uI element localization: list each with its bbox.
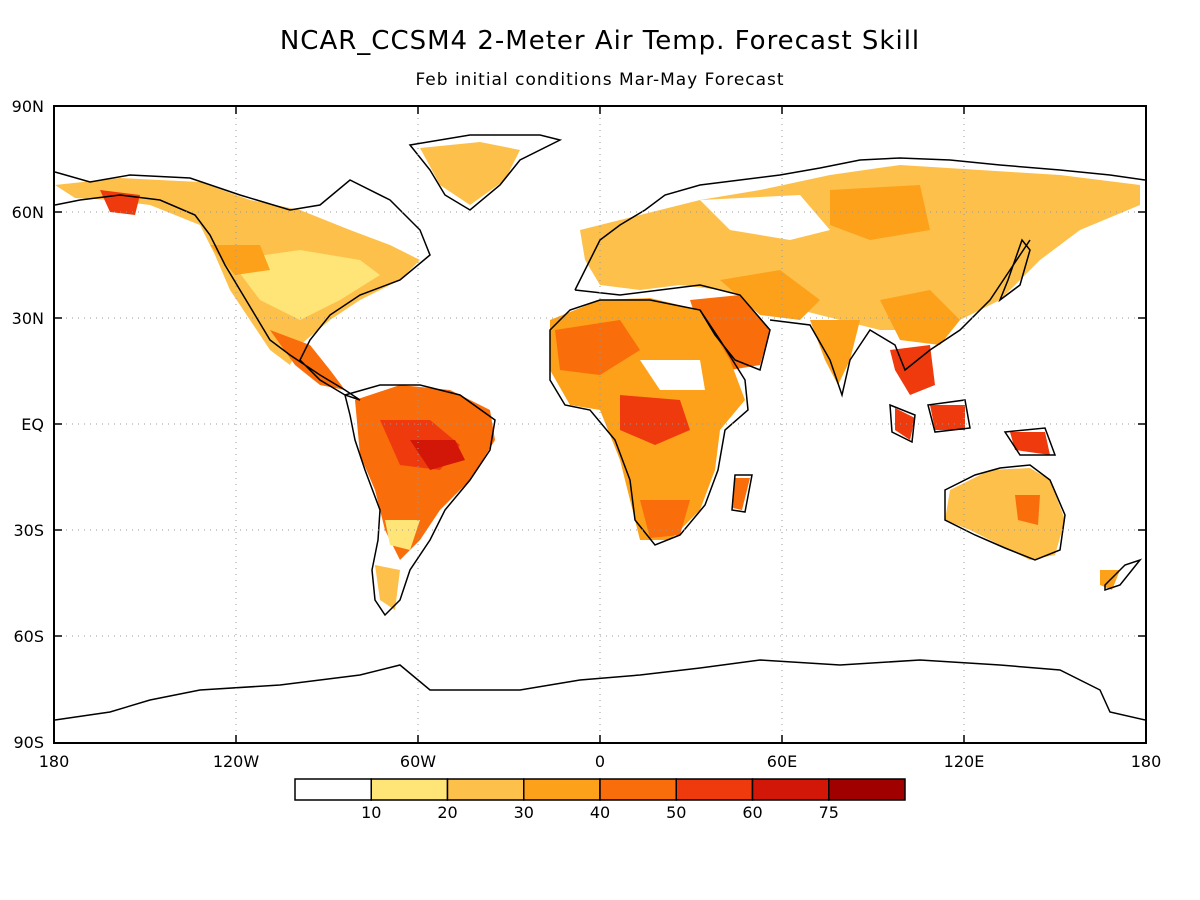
legend-threshold-label: 20 bbox=[437, 803, 457, 822]
lon-label: 60W bbox=[400, 752, 436, 771]
legend-threshold-label: 40 bbox=[590, 803, 610, 822]
legend-threshold-label: 50 bbox=[666, 803, 686, 822]
lon-label: 0 bbox=[595, 752, 605, 771]
skill-shading bbox=[55, 142, 1140, 610]
lon-label: 180 bbox=[39, 752, 70, 771]
legend-threshold-label: 10 bbox=[361, 803, 381, 822]
longitude-labels: 180 120W 60W 0 60E 120E 180 bbox=[39, 752, 1162, 771]
lat-label: 90N bbox=[12, 97, 44, 116]
lat-label: 60N bbox=[12, 203, 44, 222]
page-subtitle: Feb initial conditions Mar-May Forecast bbox=[415, 70, 785, 90]
lon-label: 120E bbox=[944, 752, 985, 771]
latitude-labels: 90N 60N 30N EQ 30S 60S 90S bbox=[12, 97, 44, 752]
color-bar-legend: 10 20 30 40 50 60 75 bbox=[294, 778, 906, 822]
page-title: NCAR_CCSM4 2-Meter Air Temp. Forecast Sk… bbox=[279, 26, 921, 56]
legend-swatch bbox=[446, 778, 525, 801]
lon-label: 180 bbox=[1131, 752, 1162, 771]
tick-marks bbox=[54, 106, 1146, 743]
legend-threshold-label: 60 bbox=[742, 803, 762, 822]
lat-label: 60S bbox=[13, 627, 44, 646]
lat-label: 90S bbox=[13, 733, 44, 752]
lat-label: 30N bbox=[12, 309, 44, 328]
legend-swatch bbox=[828, 778, 906, 801]
legend-swatch bbox=[523, 778, 601, 801]
legend-swatch bbox=[599, 778, 677, 801]
legend-swatch bbox=[751, 778, 830, 801]
lon-label: 120W bbox=[213, 752, 260, 771]
legend-threshold-label: 75 bbox=[819, 803, 839, 822]
legend-swatch bbox=[370, 778, 449, 801]
graticule bbox=[54, 106, 1146, 743]
lon-label: 60E bbox=[767, 752, 797, 771]
lat-label: 30S bbox=[13, 521, 44, 540]
world-map: 90N 60N 30N EQ 30S 60S 90S 180 120W 60W … bbox=[12, 97, 1162, 771]
legend-swatch bbox=[675, 778, 754, 801]
legend-threshold-label: 30 bbox=[514, 803, 534, 822]
coastlines bbox=[54, 134, 1146, 721]
legend-swatch bbox=[294, 778, 372, 801]
lat-label: EQ bbox=[21, 415, 44, 434]
